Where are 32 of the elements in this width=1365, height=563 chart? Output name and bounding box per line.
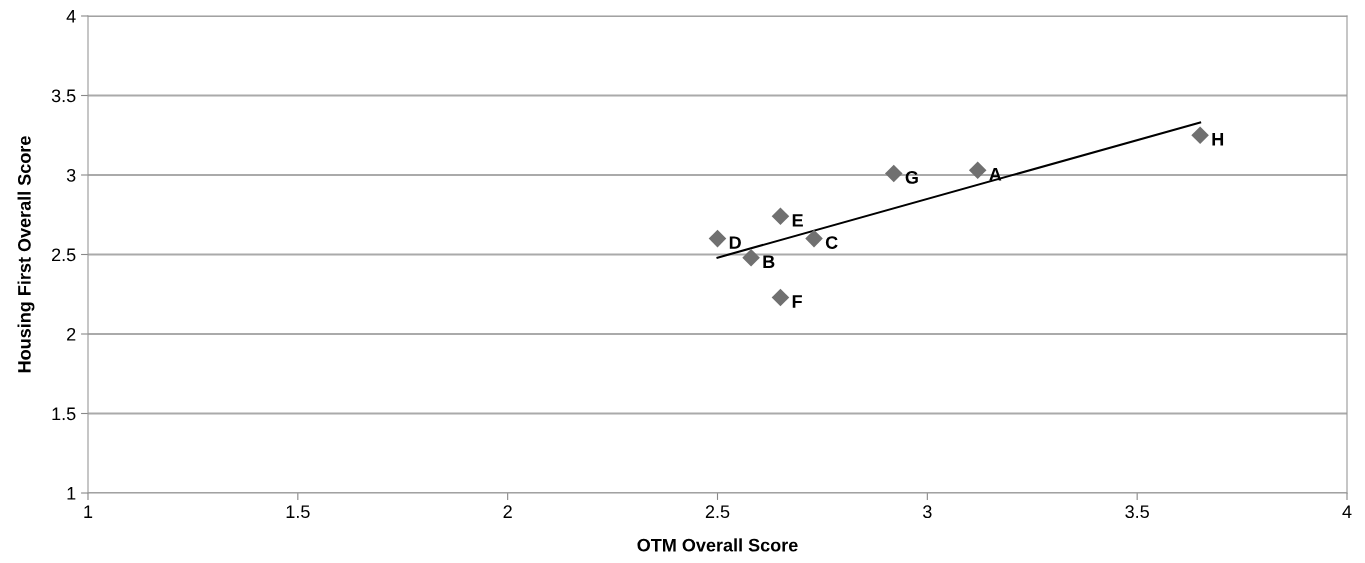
- x-tick-label: 2: [503, 505, 512, 518]
- annotation: C: [825, 236, 838, 249]
- annotation: G: [905, 171, 918, 184]
- point: [968, 161, 987, 180]
- y-axis-title: Housing First Overall Score: [17, 136, 35, 373]
- y-tick-label: 1.5: [52, 407, 76, 421]
- point: [1191, 126, 1209, 145]
- x-tick-label: 4: [1342, 505, 1352, 518]
- x-tick-label: 3.5: [1125, 505, 1149, 519]
- annotation: E: [792, 214, 803, 227]
- x-tick-label: 3: [923, 505, 932, 519]
- x-axis-title: OTM Overall Score: [637, 538, 798, 552]
- point: [771, 288, 790, 307]
- y-tick-label: 2.5: [52, 248, 76, 262]
- y-tick-label: 3.5: [51, 89, 76, 103]
- annotation: D: [729, 236, 741, 249]
- x-tick-label: 1.5: [286, 505, 310, 519]
- point: [884, 164, 903, 183]
- y-tick-label: 4: [66, 10, 76, 23]
- y-tick-label: 1: [67, 487, 76, 500]
- point: [805, 229, 823, 248]
- x-tick-label: 2.5: [705, 505, 730, 519]
- point: [708, 229, 727, 248]
- point: [742, 248, 760, 267]
- y-tick-label: 2: [67, 327, 76, 341]
- point: [771, 207, 790, 226]
- annotation: A: [989, 168, 1002, 181]
- annotation: F: [792, 295, 802, 308]
- y-tick-label: 3: [66, 168, 76, 182]
- x-tick-label: 1: [84, 505, 93, 518]
- annotation: H: [1212, 133, 1224, 146]
- annotation: B: [763, 255, 775, 268]
